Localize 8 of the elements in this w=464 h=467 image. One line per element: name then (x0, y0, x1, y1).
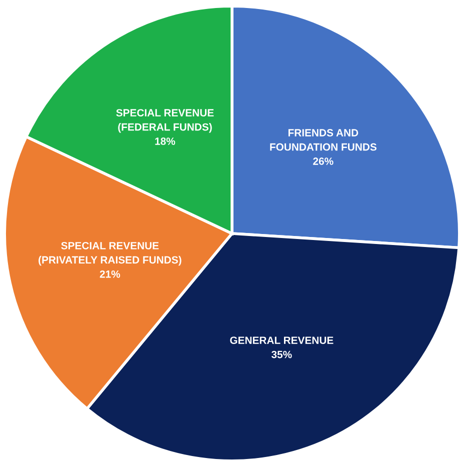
slice-label: SPECIAL REVENUE (PRIVATELY RAISED FUNDS) (38, 242, 182, 266)
data-label: 21% (100, 270, 120, 278)
data-label: 35% (271, 350, 292, 358)
slice-label: GENERAL REVENUE (230, 336, 334, 344)
slice-label: SPECIAL REVENUE (FEDERAL FUNDS) (116, 109, 214, 133)
data-label: 26% (313, 158, 334, 165)
slice-label: FRIENDS AND FOUNDATION FUNDS (270, 129, 376, 151)
data-label: 18% (155, 138, 176, 145)
